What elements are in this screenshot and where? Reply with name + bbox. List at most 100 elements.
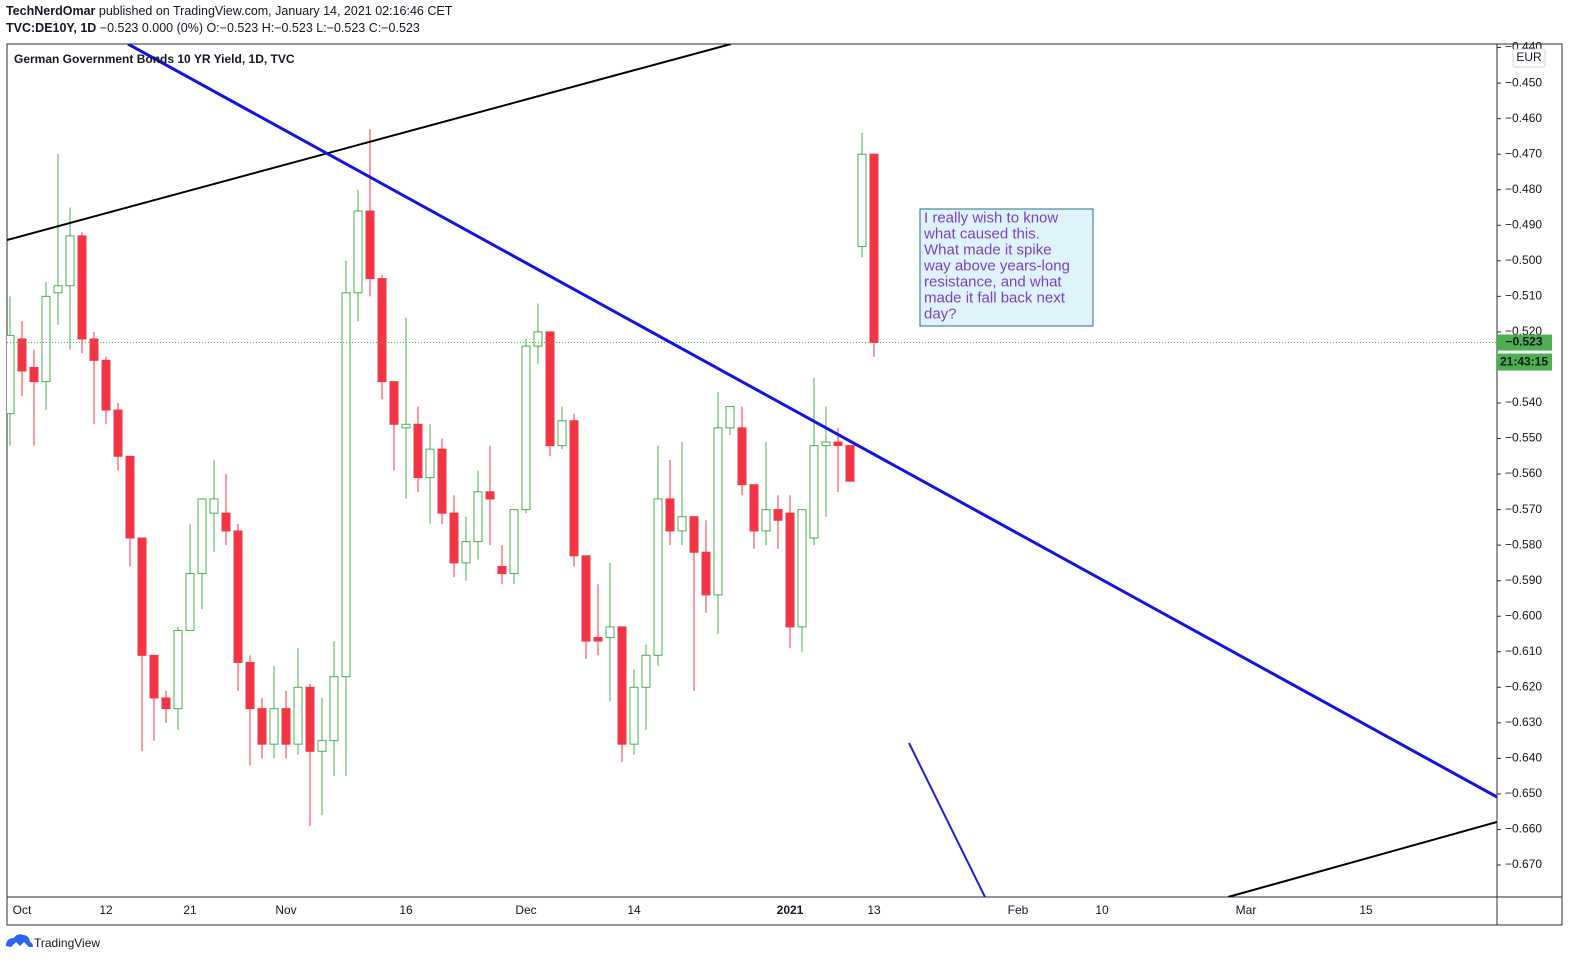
- candle-body: [401, 423, 411, 429]
- annotation-text: I really wish to know: [924, 209, 1058, 226]
- candle-body: [521, 345, 531, 511]
- candle-body: [545, 331, 555, 447]
- candle-body: [773, 509, 783, 521]
- x-tick-label: Nov: [275, 903, 296, 917]
- candle-body: [233, 530, 243, 663]
- candle-body: [425, 448, 435, 479]
- candle-body: [197, 498, 207, 575]
- candle-body: [677, 516, 687, 532]
- candle-body: [161, 697, 171, 710]
- x-tick-label: 2021: [777, 903, 804, 917]
- candle-body: [245, 661, 255, 710]
- candle-body: [173, 629, 183, 710]
- candle-body: [641, 654, 651, 688]
- y-tick-label: −0.640: [1505, 751, 1542, 765]
- candle-body: [269, 708, 279, 745]
- candle-body: [617, 626, 627, 745]
- annotation-text: made it fall back next: [924, 289, 1066, 306]
- candle-body: [833, 441, 843, 447]
- y-tick-label: −0.600: [1505, 608, 1542, 622]
- trend-line: [127, 44, 1497, 799]
- trend-line: [1227, 821, 1497, 897]
- annotation-box: [919, 208, 1094, 327]
- y-tick-label: −0.610: [1505, 644, 1542, 658]
- last-price-label: −0.523: [1505, 335, 1542, 349]
- x-tick-label: Dec: [515, 903, 536, 917]
- candle-body: [797, 509, 807, 628]
- y-tick-label: −0.490: [1505, 217, 1542, 231]
- y-tick-label: −0.510: [1505, 289, 1542, 303]
- x-tick-label: Oct: [13, 903, 32, 917]
- candle-body: [413, 423, 423, 479]
- candle-body: [17, 338, 27, 372]
- candle-body: [689, 516, 699, 553]
- annotation-text: day?: [924, 305, 957, 322]
- candle-body: [137, 537, 147, 656]
- y-tick-label: −0.660: [1505, 822, 1542, 836]
- candle-body: [653, 498, 663, 656]
- currency: EUR: [1516, 50, 1542, 64]
- candle-body: [221, 512, 231, 532]
- candle-body: [365, 210, 375, 280]
- frame: [6, 43, 1563, 926]
- candle-body: [497, 565, 507, 575]
- candle-body: [485, 491, 495, 500]
- candle-body: [65, 235, 75, 287]
- y-tick-label: −0.670: [1505, 857, 1542, 871]
- y-tick-label: −0.620: [1505, 679, 1542, 693]
- candle-body: [125, 455, 135, 539]
- candle-body: [701, 551, 711, 596]
- author: TechNerdOmar: [6, 4, 96, 18]
- candle-body: [713, 427, 723, 596]
- candle-body: [305, 686, 315, 752]
- candle-body: [809, 445, 819, 539]
- candle-body: [101, 359, 111, 411]
- candle-body: [869, 153, 879, 344]
- candle-body: [629, 686, 639, 745]
- candle-body: [749, 484, 759, 532]
- candle-body: [329, 676, 339, 742]
- y-tick-label: −0.560: [1505, 466, 1542, 480]
- header-line-2: TVC:DE10Y, 1D −0.523 0.000 (0%) O:−0.523…: [6, 21, 420, 35]
- candle-body: [185, 573, 195, 631]
- trend-line: [908, 742, 986, 897]
- x-tick-label: 21: [183, 903, 197, 917]
- annotation-text: way above years-long: [923, 257, 1070, 274]
- candle-body: [53, 285, 63, 294]
- candle-body: [257, 708, 267, 745]
- trend-line: [7, 44, 732, 241]
- candle-body: [725, 406, 735, 429]
- candle-body: [761, 509, 771, 532]
- y-tick-label: −0.570: [1505, 502, 1542, 516]
- y-tick-label: −0.500: [1505, 253, 1542, 267]
- y-tick-label: −0.550: [1505, 431, 1542, 445]
- x-tick-label: 15: [1359, 903, 1373, 917]
- x-tick-label: 14: [627, 903, 641, 917]
- candle-body: [593, 637, 603, 642]
- candle-body: [785, 512, 795, 628]
- header-line-1: TechNerdOmar published on TradingView.co…: [6, 4, 453, 18]
- candle-body: [461, 541, 471, 564]
- logo: [6, 934, 33, 947]
- y-tick-label: −0.540: [1505, 395, 1542, 409]
- drawings: [7, 44, 1497, 897]
- candle-body: [569, 420, 579, 557]
- candle-body: [317, 740, 327, 752]
- candle-body: [293, 686, 303, 745]
- candle-body: [377, 278, 387, 383]
- x-tick-label: 16: [399, 903, 413, 917]
- candle-body: [581, 555, 591, 642]
- countdown: 21:43:15: [1500, 355, 1548, 369]
- y-tick-label: −0.580: [1505, 537, 1542, 551]
- candle-body: [41, 295, 51, 383]
- candle-body: [533, 331, 543, 347]
- currency-box: [1512, 48, 1546, 68]
- y-tick-label: −0.650: [1505, 786, 1542, 800]
- candle-body: [89, 338, 99, 361]
- candle-body: [437, 448, 447, 514]
- candle-body: [449, 512, 459, 564]
- ohlc: −0.523 0.000 (0%) O:−0.523 H:−0.523 L:−0…: [96, 21, 420, 35]
- annotation-text: What made it spike: [924, 241, 1052, 258]
- candle-body: [209, 498, 219, 514]
- candle-body: [509, 509, 519, 575]
